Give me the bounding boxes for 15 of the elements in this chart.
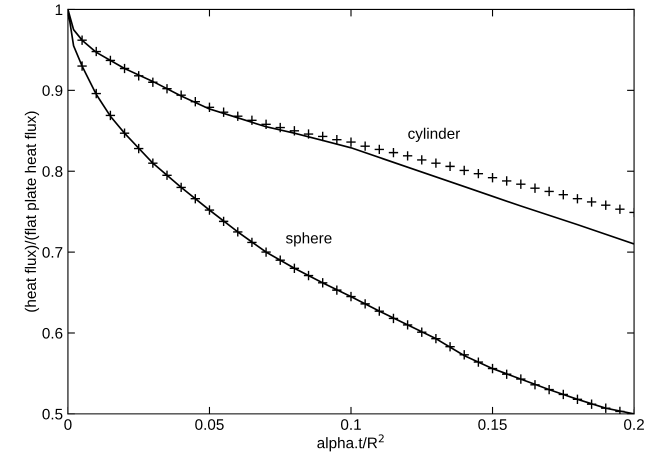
y-tick-label: 1 [56, 4, 62, 15]
x-tick-label: 0.15 [478, 419, 507, 430]
y-tick-label: 0.5 [42, 408, 62, 420]
x-tick-label: 0.2 [624, 419, 644, 430]
x-tick-label: 0.05 [195, 419, 224, 430]
y-tick-label: 0.6 [42, 328, 62, 339]
series-label: cylinder [408, 128, 460, 142]
x-tick-label: 0 [64, 419, 72, 430]
y-tick-label: 0.8 [42, 166, 62, 177]
x-tick-label: 0.1 [340, 419, 361, 430]
series-label: sphere [286, 232, 332, 247]
y-tick-label: 0.7 [42, 246, 62, 258]
y-axis-title: (heat flux)/(flat plate heat flux) [24, 112, 40, 312]
x-axis-title: alpha.t/R$^{2}$ [317, 434, 384, 452]
y-tick-label: 0.9 [42, 85, 62, 96]
